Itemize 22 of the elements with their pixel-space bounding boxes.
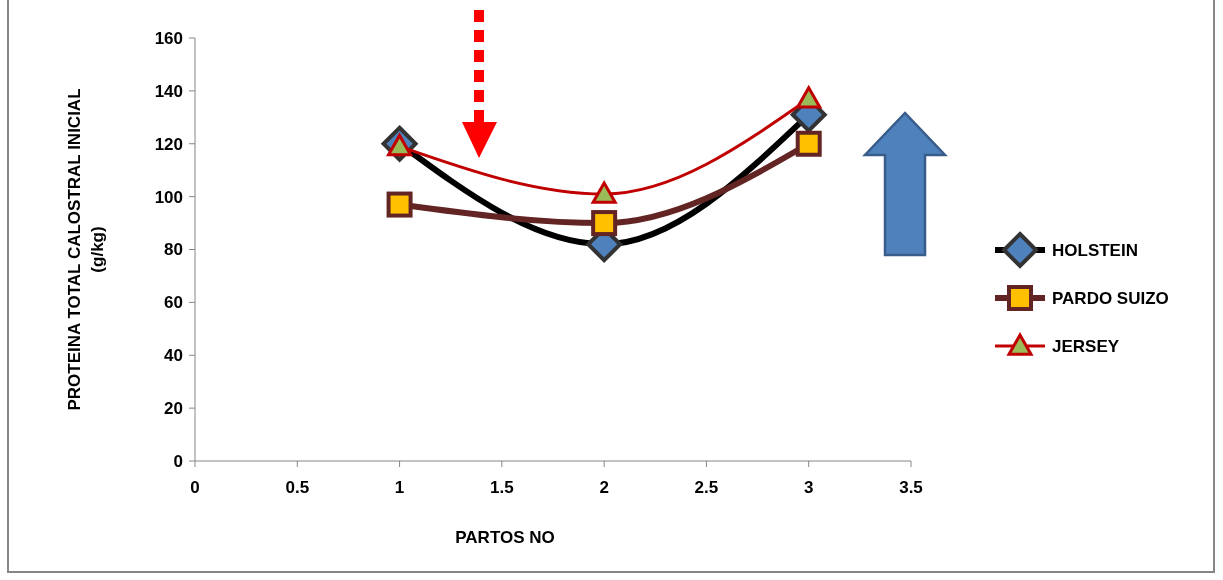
x-axis-title: PARTOS NO <box>455 528 555 547</box>
y-tick-label: 160 <box>154 28 183 48</box>
x-tick-label: 1.5 <box>490 478 514 497</box>
y-tick-label: 60 <box>164 293 183 313</box>
x-tick-label: 1 <box>394 478 405 497</box>
y-tick-label: 120 <box>154 134 183 154</box>
x-tick-label: 0.5 <box>285 478 310 497</box>
y-tick-label: 100 <box>154 187 183 207</box>
y-tick-label: 80 <box>164 240 183 260</box>
y-tick-label: 40 <box>164 346 183 366</box>
y-axis-title: PROTEINA TOTAL CALOSTRAL INICIAL (g/kg) <box>65 88 107 411</box>
legend-label: JERSEY <box>1052 336 1120 356</box>
x-tick-label: 2.5 <box>694 478 719 497</box>
x-tick-label: 0 <box>190 478 200 497</box>
x-tick-label: 3 <box>803 478 814 497</box>
y-tick-label: 140 <box>154 81 183 101</box>
x-tick-label: 3.5 <box>899 478 923 497</box>
x-tick-label: 2 <box>599 478 609 497</box>
y-tick-label: 20 <box>164 399 183 419</box>
y-tick-label: 0 <box>173 451 183 471</box>
legend-label: PARDO SUIZO <box>1052 288 1169 308</box>
legend-label: HOLSTEIN <box>1052 240 1138 260</box>
